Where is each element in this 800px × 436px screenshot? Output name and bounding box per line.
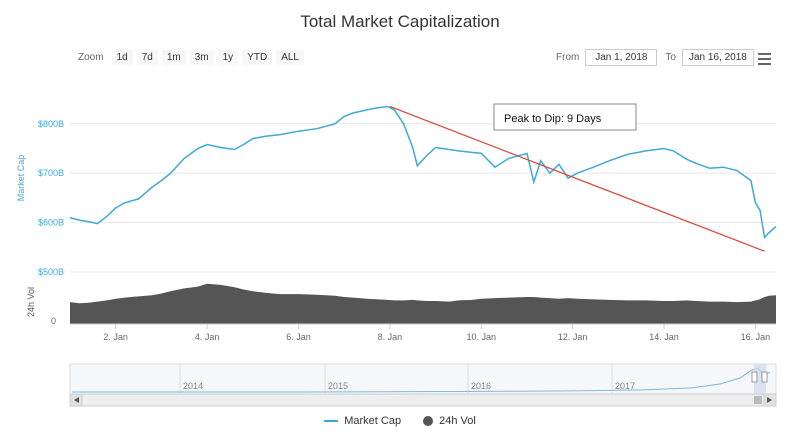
- zoom-button-1m[interactable]: 1m: [161, 50, 186, 65]
- x-tick-label: 10. Jan: [466, 332, 496, 342]
- y-axis-label: Market Cap: [16, 155, 26, 202]
- y-tick-label: $700B: [38, 168, 64, 178]
- dot-icon: [423, 416, 434, 426]
- y-tick-label: $500B: [38, 267, 64, 277]
- zoom-button-ytd[interactable]: YTD: [242, 50, 273, 65]
- to-date-input[interactable]: Jan 16, 2018: [681, 49, 754, 66]
- navigator-handle-right[interactable]: [761, 371, 768, 383]
- legend-label-volume: 24h Vol: [439, 415, 476, 427]
- navigator-handle-left[interactable]: [751, 371, 758, 383]
- zoom-button-1y[interactable]: 1y: [217, 50, 239, 65]
- y-axis-ticks: $500B $600B $700B $800B: [38, 119, 64, 277]
- date-range: From Jan 1, 2018 To Jan 16, 2018: [556, 49, 762, 66]
- market-cap-series: [69, 105, 777, 240]
- legend-item-market-cap[interactable]: Market Cap: [324, 415, 401, 427]
- volume-area: [70, 283, 776, 324]
- y-tick-label: $800B: [38, 119, 64, 129]
- zoom-button-all[interactable]: ALL: [276, 50, 304, 65]
- zoom-button-3m[interactable]: 3m: [189, 50, 214, 65]
- navigator: 2014 2015 2016 2017: [69, 363, 777, 395]
- x-tick-label: 8. Jan: [378, 332, 403, 342]
- x-tick-label: 2. Jan: [103, 332, 128, 342]
- navigator-year-label: 2016: [471, 381, 491, 391]
- menu-icon[interactable]: [758, 53, 771, 68]
- trend-line: [389, 105, 765, 252]
- legend-item-volume[interactable]: 24h Vol: [423, 415, 476, 427]
- chart-title: Total Market Capitalization: [300, 12, 500, 31]
- line-icon: [324, 420, 339, 422]
- to-label: To: [665, 52, 676, 63]
- navigator-year-label: 2015: [328, 381, 348, 391]
- x-tick-label: 6. Jan: [286, 332, 311, 342]
- x-tick-label: 14. Jan: [649, 332, 679, 342]
- volume-axis-label: 24h Vol: [26, 287, 36, 317]
- from-date-input[interactable]: Jan 1, 2018: [585, 49, 658, 66]
- arrow-left-icon: [74, 397, 79, 403]
- zoom-label: Zoom: [78, 52, 104, 63]
- navigator-year-label: 2014: [183, 381, 203, 391]
- scroll-thumb[interactable]: [754, 396, 762, 404]
- legend-label-market-cap: Market Cap: [344, 415, 402, 427]
- trend-line-segment: [389, 105, 765, 252]
- x-axis-ticks: 2. Jan 4. Jan 6. Jan 8. Jan 10. Jan 12. Jan 14…: [70, 323, 776, 342]
- arrow-right-icon: [767, 397, 772, 403]
- navigator-year-label: 2017: [615, 381, 635, 391]
- volume-series: [70, 283, 776, 324]
- scrollbar[interactable]: [69, 393, 777, 407]
- x-tick-label: 12. Jan: [558, 332, 588, 342]
- volume-zero-tick: 0: [51, 316, 56, 326]
- zoom-button-1d[interactable]: 1d: [111, 50, 133, 65]
- zoom-button-7d[interactable]: 7d: [136, 50, 158, 65]
- annotation-text: Peak to Dip: 9 Days: [504, 113, 602, 125]
- chart-area: $500B$600B$700B$800B Market Cap 24h Vol …: [16, 103, 777, 407]
- y-tick-label: $600B: [38, 218, 64, 228]
- grid-lines: [70, 123, 776, 273]
- from-label: From: [556, 52, 580, 63]
- x-tick-label: 4. Jan: [195, 332, 220, 342]
- annotation-box: Peak to Dip: 9 Days: [493, 103, 637, 131]
- x-tick-label: 16. Jan: [741, 332, 771, 342]
- zoom-controls: Zoom 1d 7d 1m 3m 1y YTD ALL: [78, 50, 304, 65]
- legend: Market Cap 24h Vol: [0, 415, 800, 427]
- market-cap-line: [69, 105, 777, 240]
